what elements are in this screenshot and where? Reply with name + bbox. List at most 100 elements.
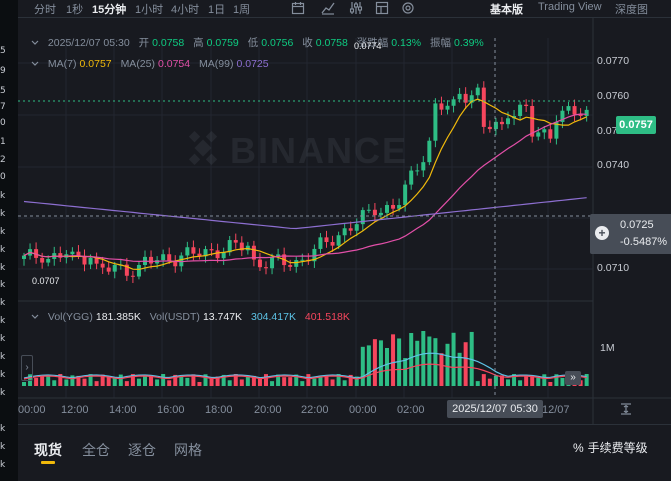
change-label: 涨跌幅 <box>356 37 389 49</box>
clipped-char: 5 <box>0 86 6 96</box>
clipped-char: 9 <box>0 66 6 76</box>
timeframe-time[interactable]: 分时 <box>34 4 56 16</box>
candle-body <box>397 205 402 209</box>
price-tick: 0.0770 <box>597 55 630 67</box>
candle-body <box>445 105 450 110</box>
chevron-down-icon[interactable] <box>31 313 39 321</box>
candle-body <box>360 210 365 225</box>
volume-bar <box>475 381 480 386</box>
candle-body <box>257 259 262 268</box>
timeframe-1d[interactable]: 1日 <box>208 4 226 16</box>
volume-ma-lines <box>23 352 587 380</box>
timeframe-4h[interactable]: 4小时 <box>171 4 200 16</box>
ma7-value: 0.0757 <box>79 58 112 70</box>
chevron-down-icon[interactable] <box>31 39 39 47</box>
crosshair-time: 2025/12/07 05:30 <box>447 400 543 418</box>
vol-ma-line-blue <box>23 352 587 379</box>
chevron-down-icon[interactable] <box>31 60 39 68</box>
volume-bar <box>312 378 317 386</box>
clipped-char: k <box>0 191 6 201</box>
ohlc-legend: 2025/12/07 05:30 开 0.0758 高 0.0759 低 0.0756… <box>31 35 490 50</box>
candle-body <box>191 247 196 254</box>
calendar-icon[interactable] <box>290 0 306 16</box>
candle-body <box>481 87 486 127</box>
time-tick: 18:00 <box>205 404 233 416</box>
candle-body <box>209 249 214 251</box>
fee-level-link[interactable]: % 手续费等级 <box>573 439 648 456</box>
candle-body <box>427 140 432 163</box>
volume-bar <box>233 374 238 386</box>
candle-body <box>239 242 244 251</box>
volume-bar <box>548 381 553 386</box>
candle-body <box>554 121 559 139</box>
timeframe-1s[interactable]: 1秒 <box>66 4 84 16</box>
candle-body <box>524 104 529 107</box>
clipped-char: k <box>0 209 6 219</box>
candle-body <box>536 132 541 137</box>
tab-spot[interactable]: 现货 <box>34 442 62 458</box>
candle-body <box>409 170 414 185</box>
tab-isolated-margin[interactable]: 逐仓 <box>128 442 156 458</box>
candle-body <box>58 253 63 258</box>
scroll-right-icon[interactable]: » <box>565 371 581 385</box>
gear-icon[interactable] <box>400 0 416 16</box>
chart-canvas[interactable]: BINANCE <box>18 18 671 425</box>
time-tick: 22:00 <box>301 404 329 416</box>
view-tradingview[interactable]: Trading View <box>538 1 602 13</box>
volume-bars <box>22 331 589 386</box>
candle-body <box>385 205 389 213</box>
clipped-char: k <box>0 245 6 255</box>
low-mark: 0.0707 <box>32 276 60 286</box>
candle-body <box>22 255 26 259</box>
volume-bar <box>64 379 69 386</box>
candle-body <box>578 114 583 116</box>
collapse-icon[interactable] <box>618 402 634 416</box>
time-tick: 00:00 <box>18 404 46 416</box>
volume-bar <box>493 375 498 386</box>
volume-bar <box>257 378 262 386</box>
candlesticks <box>22 81 589 284</box>
time-tick: 12/07 <box>542 404 570 416</box>
add-alert-icon[interactable]: + <box>595 226 609 240</box>
kline-chart[interactable]: BINANCE 2025/12/07 05:30 开 0.0758 高 0.0759… <box>18 17 671 425</box>
scroll-left-icon[interactable]: › <box>21 355 33 381</box>
volume-bar <box>270 381 275 386</box>
volume-bar <box>360 346 365 386</box>
indicator-chart-icon[interactable] <box>320 0 336 16</box>
volume-bar <box>378 340 383 386</box>
volume-bar <box>336 374 341 386</box>
svg-text:BINANCE: BINANCE <box>230 130 408 171</box>
tab-grid[interactable]: 网格 <box>174 442 202 458</box>
timeframe-15m[interactable]: 15分钟 <box>92 4 127 16</box>
volume-bar <box>143 375 147 386</box>
volume-bar <box>512 374 517 386</box>
crosshair-price-box[interactable]: + 0.0725 -0.5487% <box>590 214 671 254</box>
candle-body <box>130 275 135 277</box>
volume-bar <box>264 374 268 386</box>
candle-body <box>421 162 426 171</box>
candle-body <box>124 264 129 276</box>
volume-bar <box>118 374 123 386</box>
view-basic[interactable]: 基本版 <box>490 4 523 16</box>
tab-cross-margin[interactable]: 全仓 <box>82 442 110 458</box>
volume-bar <box>366 345 371 386</box>
candle-body <box>136 264 141 277</box>
candle-body <box>336 235 341 246</box>
volume-bar <box>330 379 335 386</box>
close-label: 收 <box>302 37 313 49</box>
time-tick: 14:00 <box>109 404 137 416</box>
amplitude-label: 振幅 <box>429 37 451 49</box>
candle-body <box>475 87 480 96</box>
candle-body <box>34 249 39 258</box>
volume-bar <box>203 374 208 386</box>
settings-sliders-icon[interactable] <box>348 0 364 16</box>
timeframe-1h[interactable]: 1小时 <box>135 4 164 16</box>
clipped-char: 0 <box>0 118 6 128</box>
clipped-char: k <box>0 424 6 434</box>
timeframe-1w[interactable]: 1周 <box>233 4 251 16</box>
price-tick: 0.0740 <box>597 159 630 171</box>
volume-bar <box>560 377 565 386</box>
binance-watermark: BINANCE <box>188 130 408 171</box>
layout-icon[interactable] <box>374 0 390 16</box>
view-depth[interactable]: 深度图 <box>615 4 648 16</box>
